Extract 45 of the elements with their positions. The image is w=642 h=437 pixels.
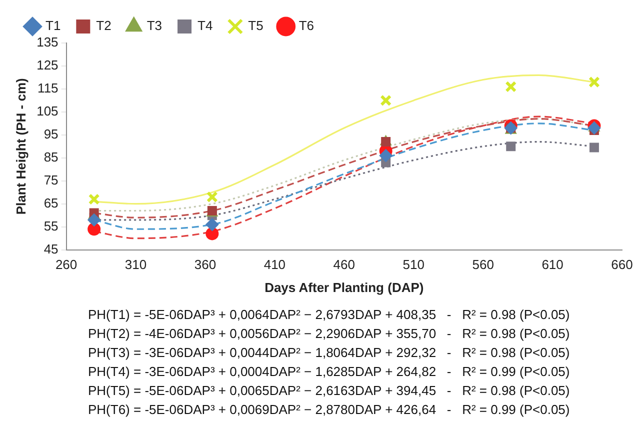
y-tick-label: 135 xyxy=(36,34,58,50)
point xyxy=(379,149,392,162)
x-tick-label: 560 xyxy=(472,257,494,272)
x-tick-label: 410 xyxy=(264,257,286,272)
text: PH(T5) = -5E-06DAP³ + 0,0065DAP² − 2,6163DAP + 394,45 - R² = 0.98 (P<0.05) xyxy=(88,382,570,400)
point xyxy=(381,137,391,147)
y-axis-title: Plant Height (PH - cm) xyxy=(13,78,28,215)
point xyxy=(206,218,219,232)
point xyxy=(588,76,600,88)
y-tick-label: 95 xyxy=(44,126,58,142)
point xyxy=(380,94,392,106)
x-tick-label: 610 xyxy=(542,257,564,272)
text: PH(T6) = -5E-06DAP³ + 0,0069DAP² − 2,8780DAP + 426,64 - R² = 0.99 (P<0.05) xyxy=(88,401,570,419)
text: PH(T1) = -5E-06DAP³ + 0,0064DAP² − 2,6793DAP + 408,35 - R² = 0.98 (P<0.05) xyxy=(88,306,570,324)
y-tick-label: 75 xyxy=(44,172,58,188)
x-tick-label: 460 xyxy=(333,257,355,272)
x-axis-title: Days After Planting (DAP) xyxy=(264,280,424,295)
point xyxy=(206,191,218,203)
y-tick-label: 105 xyxy=(36,104,58,119)
point xyxy=(588,122,601,135)
y-tick-label: 125 xyxy=(36,58,58,73)
x-tick-label: 660 xyxy=(611,257,633,272)
point xyxy=(88,194,100,205)
x-tick-label: 310 xyxy=(124,257,147,272)
point xyxy=(589,142,599,152)
y-tick-label: 85 xyxy=(44,149,58,164)
text: PH(T3) = -3E-06DAP³ + 0,0044DAP² − 1,8064DAP + 292,32 - R² = 0.98 (P<0.05) xyxy=(88,344,570,362)
point xyxy=(505,80,517,92)
text: PH(T4) = -3E-06DAP³ + 0,0004DAP² − 1,6285DAP + 264,82 - R² = 0.99 (P<0.05) xyxy=(88,363,570,381)
legend-label: T3 xyxy=(146,18,162,34)
point xyxy=(506,142,516,152)
y-tick-label: 65 xyxy=(44,195,58,210)
point xyxy=(88,213,101,226)
y-tick-label: 115 xyxy=(38,80,58,96)
y-tick-label: 55 xyxy=(44,218,58,234)
x-tick-label: 360 xyxy=(194,257,216,272)
text: PH(T2) = -4E-06DAP³ + 0,0056DAP² − 2,2906DAP + 355,70 - R² = 0.98 (P<0.05) xyxy=(88,325,570,343)
y-tick-label: 45 xyxy=(44,241,58,256)
legend-label: T4 xyxy=(198,18,213,34)
legend-label: T5 xyxy=(248,18,264,34)
x-tick-label: 510 xyxy=(402,257,424,272)
x-tick-label: 260 xyxy=(55,257,78,272)
legend-label: T2 xyxy=(96,18,112,34)
legend-label: T1 xyxy=(46,18,61,34)
legend-label: T6 xyxy=(298,18,314,34)
